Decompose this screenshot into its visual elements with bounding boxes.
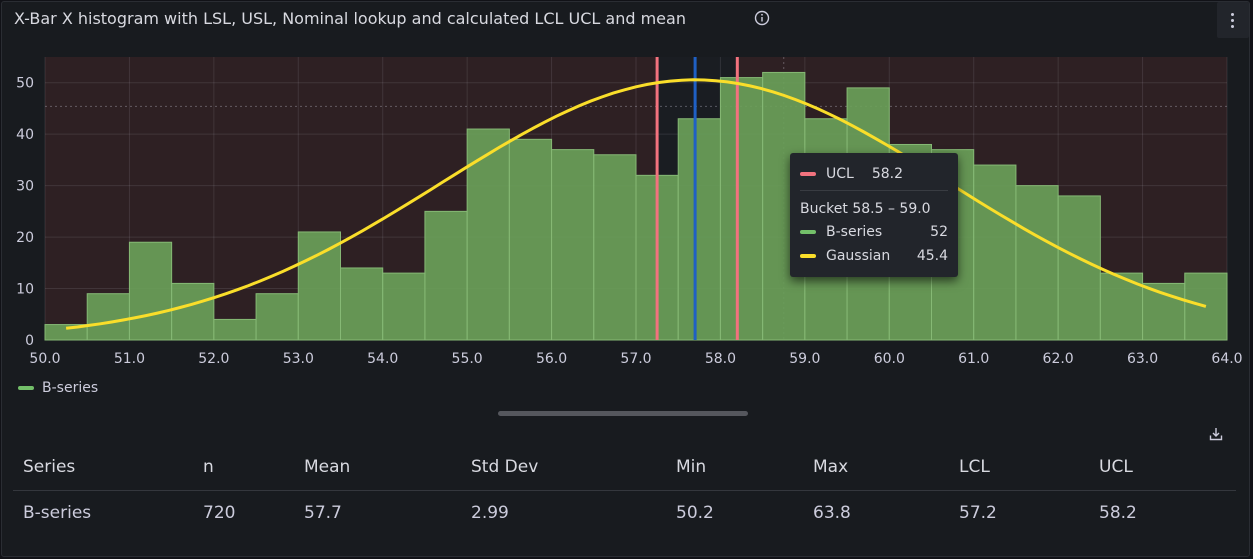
tooltip-series-row: Gaussian 45.4 <box>800 248 948 264</box>
histogram-bar <box>382 272 426 341</box>
tooltip-bucket: Bucket 58.5 – 59.0 <box>800 201 931 217</box>
histogram-bar <box>466 128 510 341</box>
table-cell: 50.2 <box>676 503 714 523</box>
horizontal-scrollbar[interactable] <box>498 411 748 416</box>
histogram-bar <box>593 154 637 341</box>
x-tick-label: 56.0 <box>536 351 567 367</box>
column-header[interactable]: UCL <box>1099 457 1133 477</box>
tooltip-series-row: B-series 52 <box>800 224 948 240</box>
x-tick-label: 61.0 <box>958 351 989 367</box>
download-icon[interactable] <box>1209 427 1223 441</box>
x-tick-label: 50.0 <box>29 351 60 367</box>
table-cell: 2.99 <box>471 503 509 523</box>
gaussian-curve <box>65 78 1207 330</box>
x-tick-label: 54.0 <box>367 351 398 367</box>
x-tick-label: 55.0 <box>452 351 483 367</box>
legend-label: B-series <box>42 380 99 396</box>
x-tick-label: 59.0 <box>789 351 820 367</box>
histogram-bar <box>508 138 553 341</box>
column-header[interactable]: Max <box>813 457 849 477</box>
histogram-bar <box>973 164 1017 341</box>
histogram-bar <box>297 231 341 341</box>
histogram-bar <box>1142 282 1186 341</box>
x-tick-label: 57.0 <box>620 351 651 367</box>
y-tick-label: 40 <box>16 127 34 143</box>
histogram-bar <box>213 318 257 341</box>
x-tick-label: 62.0 <box>1043 351 1074 367</box>
tooltip-swatch <box>800 172 816 176</box>
x-tick-label: 52.0 <box>198 351 229 367</box>
chart-legend[interactable]: B-series <box>18 380 98 396</box>
histogram-bar <box>1184 272 1228 341</box>
table-header-row: Series n Mean Std Dev Min Max LCL UCL <box>13 447 1236 491</box>
tooltip-label: UCL <box>826 166 854 182</box>
histogram-bar <box>551 149 595 341</box>
tooltip-value: 52 <box>930 224 948 240</box>
histogram-bar <box>340 267 384 341</box>
legend-swatch <box>18 386 34 390</box>
column-header[interactable]: n <box>203 457 214 477</box>
table-cell: 63.8 <box>813 503 851 523</box>
tooltip-value: 45.4 <box>916 248 948 264</box>
histogram-chart[interactable]: 0 10 20 30 40 50 50.0 51.0 52.0 53.0 54.0 55.0 56.0… <box>0 0 1253 380</box>
histogram-bar <box>424 210 468 341</box>
x-tick-label: 64.0 <box>1211 351 1242 367</box>
x-tick-label: 60.0 <box>874 351 905 367</box>
tooltip-swatch <box>800 254 816 258</box>
tooltip-line-row: UCL 58.2 <box>800 166 903 182</box>
y-tick-label: 30 <box>16 179 34 195</box>
y-tick-label: 10 <box>16 282 34 298</box>
panel-title: X-Bar X histogram with LSL, USL, Nominal… <box>14 9 686 28</box>
y-tick-label: 50 <box>16 76 34 92</box>
info-icon[interactable] <box>754 10 770 26</box>
column-header[interactable]: Series <box>23 457 76 477</box>
histogram-bar <box>255 293 299 341</box>
column-header[interactable]: Mean <box>304 457 351 477</box>
chart-tooltip: UCL 58.2 Bucket 58.5 – 59.0 B-series 52 Ga… <box>790 153 958 277</box>
column-header[interactable]: Min <box>676 457 707 477</box>
y-tick-label: 0 <box>25 333 34 349</box>
table-cell: 57.7 <box>304 503 342 523</box>
stats-table: Series n Mean Std Dev Min Max LCL UCL B-… <box>13 447 1236 533</box>
table-cell: 57.2 <box>959 503 997 523</box>
panel-menu-button[interactable] <box>1217 2 1249 38</box>
table-cell: B-series <box>23 503 92 523</box>
x-tick-label: 63.0 <box>1127 351 1158 367</box>
y-tick-label: 20 <box>16 230 34 246</box>
column-header[interactable]: LCL <box>959 457 990 477</box>
table-row: B-series 720 57.7 2.99 50.2 63.8 57.2 58… <box>13 491 1236 533</box>
histogram-bar <box>86 293 130 341</box>
histogram-bar <box>677 118 721 341</box>
histogram-bar <box>1057 195 1101 341</box>
x-tick-label: 58.0 <box>705 351 736 367</box>
tooltip-value: 58.2 <box>871 166 903 182</box>
x-tick-label: 53.0 <box>283 351 314 367</box>
histogram-bar <box>128 241 173 341</box>
tooltip-swatch <box>800 230 816 234</box>
table-cell: 58.2 <box>1099 503 1137 523</box>
histogram-bar <box>171 282 215 341</box>
x-tick-label: 51.0 <box>114 351 145 367</box>
tooltip-label: Gaussian <box>826 248 891 264</box>
tooltip-label: B-series <box>826 224 883 240</box>
table-cell: 720 <box>203 503 236 523</box>
histogram-bar <box>1015 185 1059 341</box>
column-header[interactable]: Std Dev <box>471 457 539 477</box>
histogram-bar <box>719 77 764 341</box>
